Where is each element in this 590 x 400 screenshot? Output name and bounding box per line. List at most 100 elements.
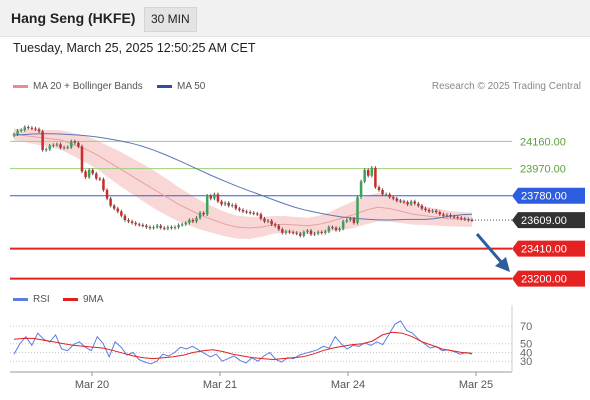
candle-body xyxy=(306,230,309,233)
research-credit: Research © 2025 Trading Central xyxy=(431,81,581,92)
pivot-tag xyxy=(512,187,585,204)
resistance-label: 23970.00 xyxy=(520,164,566,176)
candle-body xyxy=(238,208,241,210)
candle-body xyxy=(370,167,374,176)
legend-bollinger-label: MA 20 + Bollinger Bands xyxy=(33,81,143,92)
candle-body xyxy=(77,142,80,147)
time-tick-label: Mar 24 xyxy=(331,379,365,391)
candle-body xyxy=(155,225,159,228)
candle-body xyxy=(177,225,180,228)
candle-body xyxy=(463,218,467,220)
candle-body xyxy=(102,179,105,190)
candle-body xyxy=(188,220,191,223)
candle-body xyxy=(349,218,352,220)
candle-body xyxy=(123,215,127,220)
legend-ma50: MA 50 xyxy=(157,81,205,92)
candle-body xyxy=(166,227,170,229)
candle-body xyxy=(231,205,234,206)
candle-body xyxy=(148,227,152,229)
candle-body xyxy=(406,202,409,205)
support-tag xyxy=(512,240,585,257)
rsi-line xyxy=(13,320,473,365)
candle-body xyxy=(223,202,227,205)
candle-body xyxy=(73,141,77,143)
candle-body xyxy=(456,217,459,219)
levels-layer xyxy=(10,140,512,280)
candles-layer xyxy=(12,125,474,238)
candle-body xyxy=(220,201,223,205)
candle-body xyxy=(170,227,173,229)
resistance-label: 24160.00 xyxy=(520,136,566,148)
candle-body xyxy=(55,144,59,146)
level-labels-layer: 24160.00 23970.00 23780.00 23609.00 23410.00… xyxy=(512,136,585,287)
candle-body xyxy=(384,194,388,196)
candle-body xyxy=(298,233,302,236)
candle-body xyxy=(395,198,399,201)
rsi-tick-label: 70 xyxy=(520,321,532,333)
candle-body xyxy=(145,225,148,228)
candle-body xyxy=(180,224,184,226)
candle-body xyxy=(281,229,284,233)
candle-body xyxy=(334,227,338,230)
candle-body xyxy=(377,187,381,190)
candle-body xyxy=(388,194,391,198)
candle-body xyxy=(16,130,19,135)
rsi-tick-label: 30 xyxy=(520,356,532,368)
candle-body xyxy=(23,127,26,130)
interval-button[interactable]: 30 MIN xyxy=(144,7,197,32)
candle-body xyxy=(409,201,413,205)
candle-body xyxy=(352,218,356,223)
candle-body xyxy=(359,181,363,198)
candle-body xyxy=(467,219,470,221)
candle-body xyxy=(270,220,273,225)
candle-body xyxy=(427,210,431,212)
ma50-swatch xyxy=(157,85,172,88)
pivot-label: 23780.00 xyxy=(521,191,567,203)
candle-body xyxy=(445,215,449,216)
bollinger-band xyxy=(14,128,472,239)
candle-body xyxy=(84,171,87,178)
candle-body xyxy=(134,222,137,225)
candle-body xyxy=(452,216,456,218)
candle-body xyxy=(195,217,198,222)
candle-body xyxy=(256,213,259,215)
candle-body xyxy=(413,201,417,204)
candle-body xyxy=(48,145,52,150)
candle-body xyxy=(127,220,130,222)
candle-body xyxy=(295,232,298,234)
candle-body xyxy=(137,224,141,226)
bollinger-swatch xyxy=(13,85,28,88)
rsi-ma-swatch xyxy=(63,298,78,301)
candle-body xyxy=(52,145,55,146)
candle-body xyxy=(69,141,73,148)
instrument-title: Hang Seng (HKFE) xyxy=(11,10,136,26)
ma50-line xyxy=(13,133,473,221)
candle-body xyxy=(173,227,177,229)
forecast-arrow-head xyxy=(495,257,510,272)
candle-body xyxy=(316,232,320,234)
candle-body xyxy=(345,220,349,222)
legend-rsi-label: RSI xyxy=(33,294,50,305)
candle-body xyxy=(227,202,230,206)
candle-body xyxy=(381,190,384,195)
support-label: 23410.00 xyxy=(521,244,567,256)
legend-bollinger: MA 20 + Bollinger Bands xyxy=(13,81,143,92)
candle-body xyxy=(91,170,94,174)
candle-body xyxy=(19,130,23,131)
candle-body xyxy=(109,198,112,206)
support-label: 23200.00 xyxy=(521,274,567,286)
candle-body xyxy=(460,217,463,219)
candle-body xyxy=(80,146,84,172)
rsi-swatch xyxy=(13,298,28,301)
candle-body xyxy=(252,212,255,214)
candle-body xyxy=(277,225,281,230)
legend-ma50-label: MA 50 xyxy=(177,81,206,92)
candle-body xyxy=(202,212,205,215)
candle-body xyxy=(273,224,277,226)
time-tick-label: Mar 25 xyxy=(459,379,493,391)
candle-body xyxy=(120,211,123,216)
candle-body xyxy=(338,228,341,230)
candle-body xyxy=(62,147,66,149)
rsi-tick-label: 40 xyxy=(520,347,532,359)
